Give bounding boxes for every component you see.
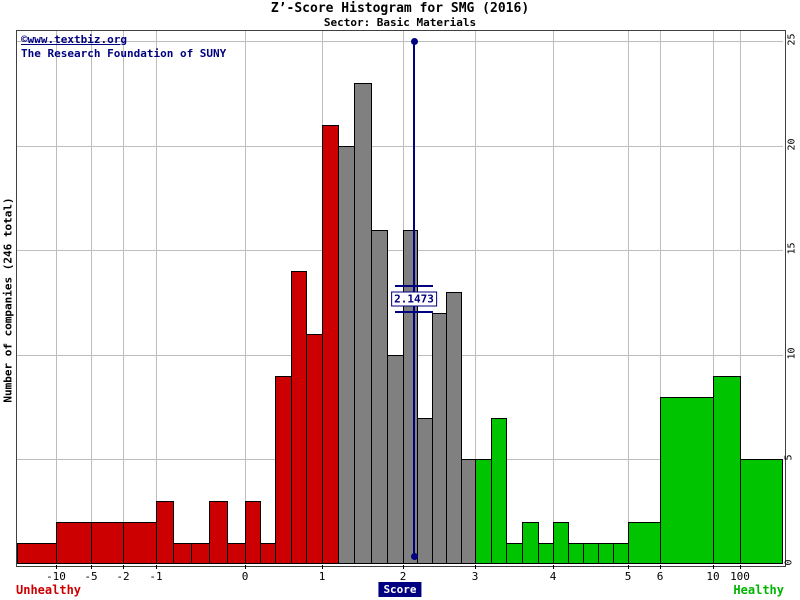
marker-bottom-point [411,553,418,560]
x-tick-mark [553,565,554,569]
gridline-vertical [740,31,741,564]
gridline-vertical [475,31,476,564]
histogram-bar [713,376,741,564]
gridline-vertical [156,31,157,564]
histogram-bar [209,501,228,564]
x-tick-label: -2 [116,570,130,583]
gridline-vertical [660,31,661,564]
marker-upper-cap [395,285,433,287]
x-tick-label: 4 [549,570,557,583]
watermark: ©www.textbiz.org The Research Foundation… [21,33,226,61]
x-tick-label: 3 [471,570,479,583]
y-tick-label: 10 [786,347,798,360]
y-tick-label: 0 [783,559,795,566]
x-tick-label: 6 [656,570,664,583]
y-axis: 0 5 10 15 20 25 [783,31,800,566]
grid-layer [17,31,783,564]
gridline-vertical [56,31,57,564]
histogram-bar [446,292,462,564]
gridline-vertical [628,31,629,564]
chart-subtitle: Sector: Basic Materials [323,16,477,29]
chart-title: Z’-Score Histogram for SMG (2016) [270,1,530,16]
x-tick-label: 0 [241,570,249,583]
x-tick-mark [475,565,476,569]
marker-top-point [411,38,418,45]
histogram-bar [628,522,661,564]
x-axis: -10 -5 -2 -1 0 1 2 3 4 5 6 10 100 [17,565,783,583]
x-axis-title: Score [378,582,422,597]
x-tick-mark [322,565,323,569]
gridline-vertical [245,31,246,564]
x-tick-label: -1 [149,570,163,583]
x-tick-mark [740,565,741,569]
x-tick-label: -10 [46,570,66,583]
gridline-horizontal [17,41,783,42]
marker-lower-cap [395,311,433,313]
histogram-bar [156,501,174,564]
watermark-link[interactable]: ©www.textbiz.org [21,33,127,46]
x-tick-label: 10 [706,570,720,583]
x-tick-label: 1 [318,570,326,583]
gridline-horizontal [17,250,783,251]
x-tick-mark [403,565,404,569]
histogram-bar [245,501,261,564]
x-tick-mark [660,565,661,569]
marker-value-label: 2.1473 [391,291,437,307]
histogram-bar [91,522,124,564]
histogram-bar [491,418,507,564]
x-tick-mark [628,565,629,569]
score-marker-layer: 2.1473 [17,31,783,564]
watermark-org: The Research Foundation of SUNY [21,47,227,60]
x-tick-label: 5 [624,570,632,583]
plot-area: 2.1473 ©www.textbiz.org The Research Fou… [16,30,786,567]
gridline-vertical [713,31,714,564]
x-tick-label: -5 [84,570,98,583]
y-tick-label: 25 [786,33,798,46]
y-axis-title: Number of companies (246 total) [1,197,15,403]
histogram-bar [660,397,714,564]
gridline-horizontal [17,146,783,147]
y-tick-label: 15 [786,242,798,255]
y-tick-label: 5 [783,454,795,461]
bars-layer [17,31,783,564]
x-tick-label: 100 [730,570,750,583]
x-tick-mark [245,565,246,569]
x-tick-mark [91,565,92,569]
y-tick-label: 20 [786,138,798,151]
x-tick-label: 2 [399,570,407,583]
histogram-bar [740,459,783,564]
gridline-vertical [91,31,92,564]
gridline-vertical [123,31,124,564]
x-tick-mark [56,565,57,569]
gridline-vertical [553,31,554,564]
x-tick-mark [156,565,157,569]
x-tick-mark [713,565,714,569]
unhealthy-label: Unhealthy [16,583,82,597]
healthy-label: Healthy [733,583,784,597]
x-tick-mark [123,565,124,569]
